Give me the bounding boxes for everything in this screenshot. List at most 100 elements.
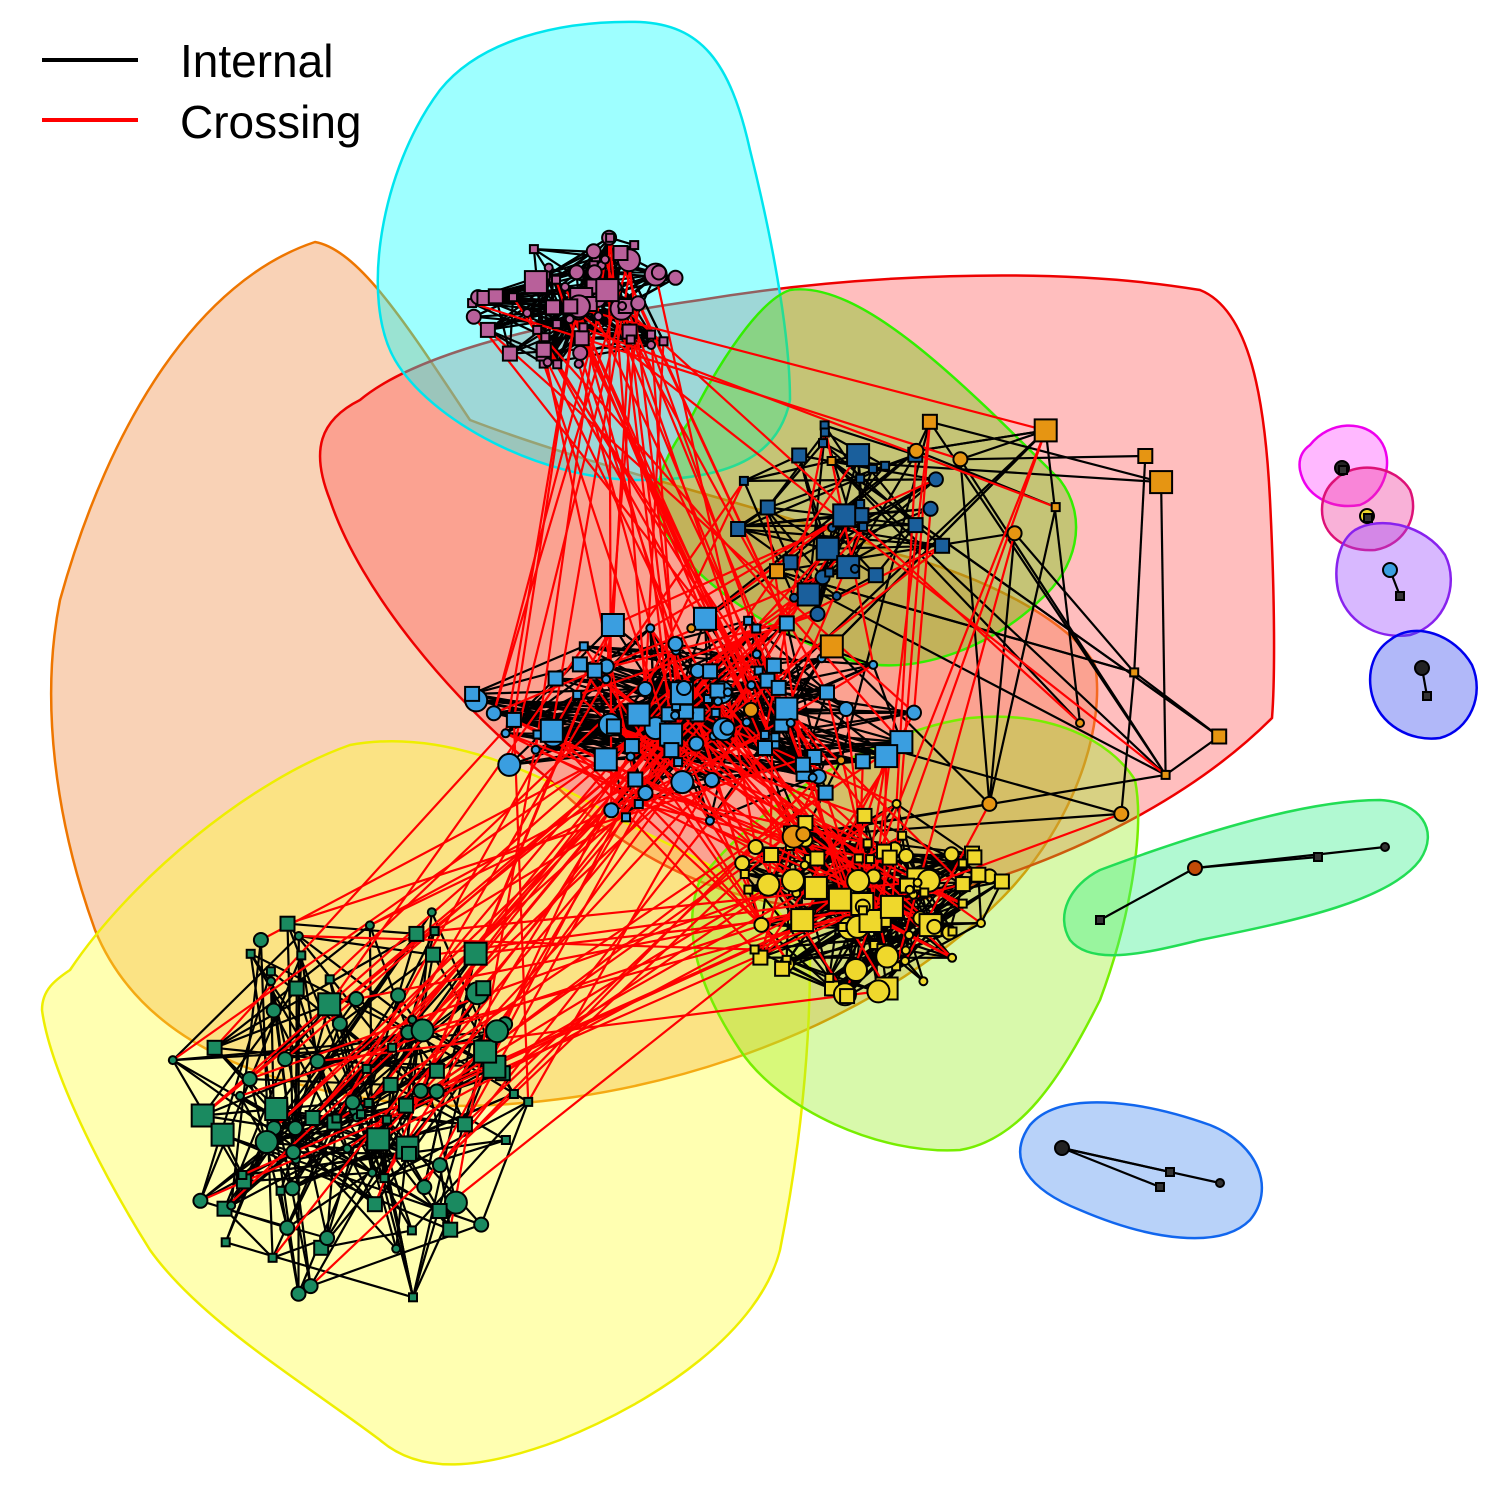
- network-node: [487, 288, 504, 305]
- internal-edge: [960, 454, 1146, 461]
- internal-edge: [1160, 482, 1167, 775]
- internal-edge: [1099, 867, 1196, 921]
- network-node: [970, 866, 987, 883]
- network-node: [331, 1015, 348, 1032]
- network-node: [540, 332, 551, 343]
- internal-edge: [1133, 455, 1147, 673]
- crossing-edge: [576, 612, 818, 696]
- network-node: [381, 1114, 392, 1125]
- network-node: [442, 1221, 459, 1238]
- network-node: [627, 771, 644, 788]
- network-node: [765, 657, 782, 674]
- hull-blue: [1018, 1101, 1264, 1240]
- network-node: [753, 916, 770, 933]
- network-node: [908, 442, 925, 459]
- network-node: [743, 701, 759, 718]
- network-node: [875, 944, 900, 969]
- network-node: [317, 992, 342, 1017]
- network-node: [626, 702, 651, 727]
- network-node: [795, 826, 812, 843]
- network-node: [364, 920, 375, 931]
- network-node: [287, 1120, 304, 1137]
- network-node: [880, 460, 891, 471]
- network-node: [285, 1144, 302, 1161]
- network-node: [206, 1039, 223, 1056]
- network-node: [543, 262, 554, 273]
- network-node: [898, 848, 915, 864]
- network-node: [210, 1122, 235, 1147]
- network-node: [406, 1225, 417, 1236]
- crossing-edge: [493, 834, 903, 1068]
- network-node: [817, 784, 834, 801]
- network-node: [1187, 860, 1203, 876]
- internal-edge: [326, 1118, 338, 1239]
- network-node: [849, 563, 860, 574]
- network-node: [568, 264, 585, 281]
- internal-edge: [487, 328, 545, 355]
- internal-edge: [526, 279, 554, 314]
- internal-edge: [830, 460, 1220, 738]
- crossing-edge: [213, 719, 515, 1049]
- network-node: [819, 634, 844, 659]
- network-node: [572, 689, 583, 700]
- crossing-edge: [365, 710, 687, 1070]
- network-node: [976, 918, 986, 929]
- crossing-edge: [369, 721, 748, 927]
- network-node: [637, 785, 654, 801]
- network-node: [443, 1190, 468, 1215]
- network-node: [749, 944, 760, 955]
- network-node: [853, 853, 864, 864]
- crossing-edge: [391, 678, 608, 1049]
- network-node: [366, 1196, 383, 1213]
- crossing-edge: [449, 734, 539, 1230]
- network-node: [473, 1039, 498, 1064]
- network-node: [226, 1200, 237, 1211]
- network-node: [245, 948, 256, 959]
- internal-edge: [395, 912, 433, 1249]
- internal-edge: [766, 431, 826, 509]
- internal-edge: [742, 480, 796, 599]
- network-node: [807, 772, 818, 783]
- network-node: [600, 254, 611, 265]
- network-node: [551, 274, 561, 285]
- network-node: [366, 1127, 391, 1152]
- internal-edge: [1194, 845, 1386, 870]
- network-node: [796, 582, 821, 607]
- network-node: [906, 704, 922, 721]
- network-node: [573, 358, 584, 369]
- network-node: [412, 1082, 429, 1099]
- network-node: [429, 926, 440, 937]
- network-node: [753, 665, 764, 676]
- crossing-edge: [432, 898, 841, 956]
- network-node: [1395, 591, 1405, 601]
- network-node: [743, 615, 754, 626]
- network-node: [407, 1014, 418, 1025]
- network-node: [743, 884, 754, 895]
- network-node: [1363, 513, 1373, 523]
- internal-edge: [738, 514, 845, 528]
- internal-edge: [1120, 672, 1136, 814]
- network-node: [1054, 1140, 1070, 1156]
- network-node: [856, 807, 873, 824]
- network-node: [235, 1090, 245, 1101]
- network-node: [560, 281, 571, 292]
- internal-edge: [473, 315, 630, 333]
- internal-edge: [754, 931, 950, 951]
- crossing-edge: [912, 508, 932, 713]
- network-node: [1149, 470, 1174, 495]
- network-node: [827, 887, 852, 912]
- network-node: [1129, 667, 1140, 678]
- network-node: [505, 711, 522, 728]
- crossing-edge: [569, 305, 753, 711]
- internal-edge: [555, 677, 683, 695]
- crossing-edge: [328, 649, 677, 981]
- network-node: [782, 554, 799, 571]
- network-node: [309, 1053, 326, 1070]
- internal-edge: [287, 922, 417, 935]
- internal-edge: [831, 645, 991, 805]
- network-node: [523, 1096, 534, 1107]
- internal-edge: [383, 1177, 441, 1212]
- network-node: [818, 438, 828, 449]
- network-node: [874, 744, 899, 769]
- network-node: [304, 1110, 321, 1126]
